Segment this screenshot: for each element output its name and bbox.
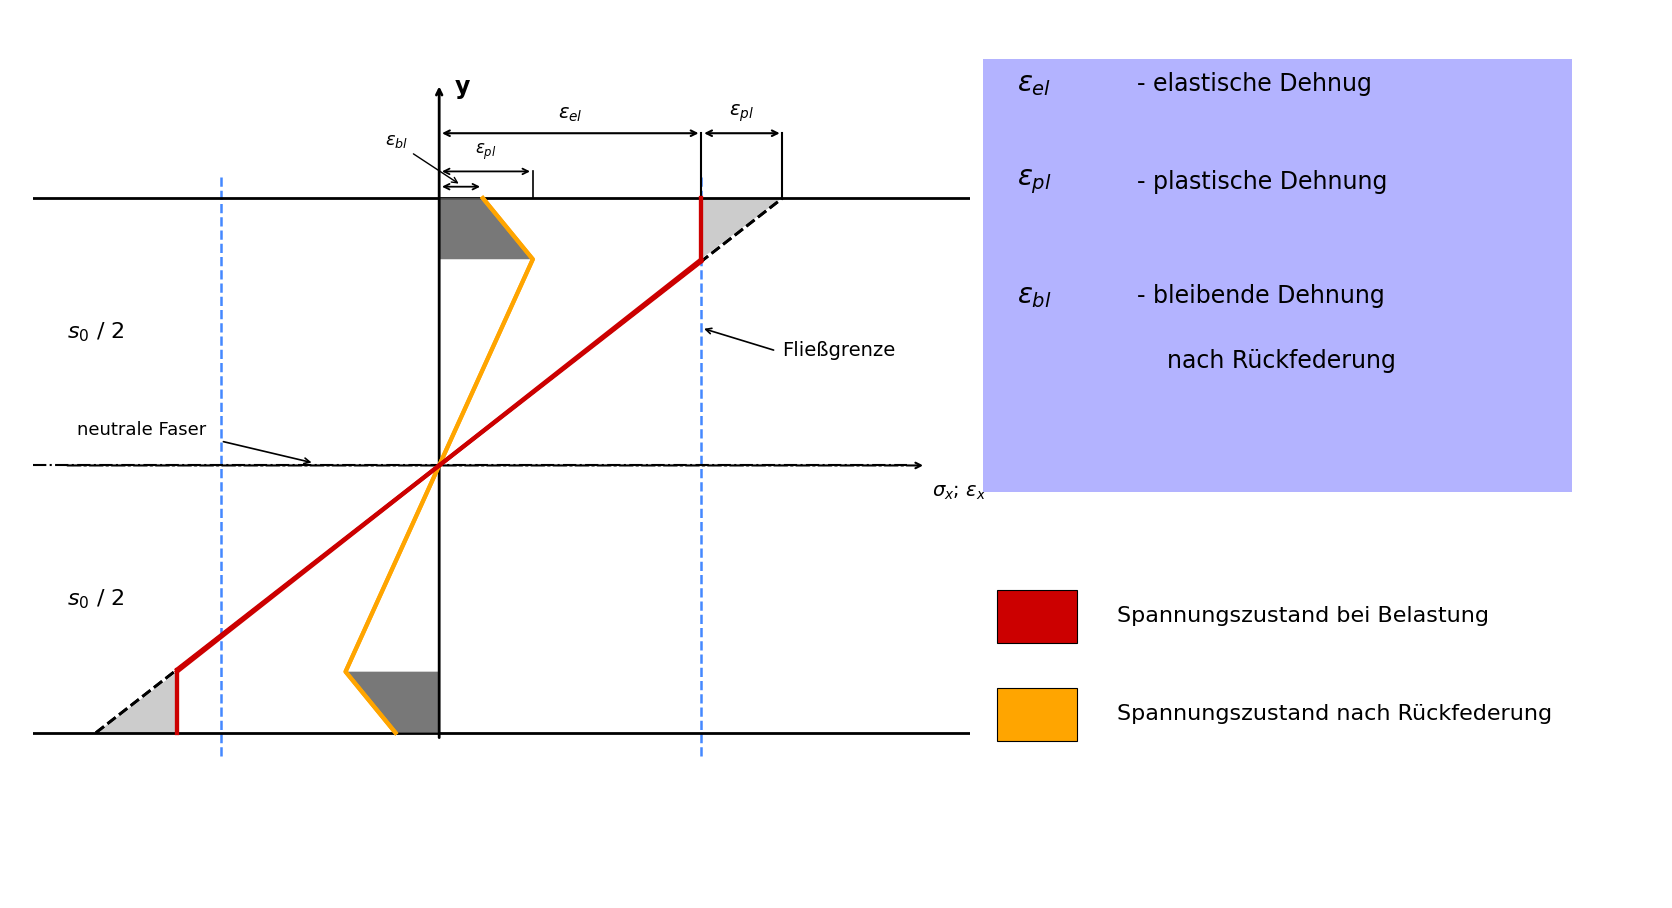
Polygon shape bbox=[95, 672, 177, 733]
Polygon shape bbox=[701, 198, 782, 260]
Bar bbox=[997, 590, 1077, 643]
Text: y: y bbox=[455, 75, 470, 99]
Text: - elastische Dehnug: - elastische Dehnug bbox=[1137, 72, 1371, 95]
Text: - bleibende Dehnung: - bleibende Dehnung bbox=[1137, 284, 1384, 308]
Text: $s_0$ / 2: $s_0$ / 2 bbox=[67, 320, 125, 343]
Text: $\varepsilon_{bl}$: $\varepsilon_{bl}$ bbox=[1017, 282, 1052, 310]
Text: $\sigma_x$; $\varepsilon_x$: $\sigma_x$; $\varepsilon_x$ bbox=[933, 483, 986, 502]
Text: $\varepsilon_{pl}$: $\varepsilon_{pl}$ bbox=[1017, 167, 1052, 196]
Text: Spannungszustand nach Rückfederung: Spannungszustand nach Rückfederung bbox=[1117, 705, 1552, 725]
Text: $\varepsilon_{pl}$: $\varepsilon_{pl}$ bbox=[729, 103, 754, 124]
Bar bbox=[997, 688, 1077, 741]
Text: $s_0$ / 2: $s_0$ / 2 bbox=[67, 587, 125, 611]
Text: $\varepsilon_{el}$: $\varepsilon_{el}$ bbox=[1017, 70, 1052, 97]
Polygon shape bbox=[346, 672, 440, 733]
Text: $\varepsilon_{bl}$: $\varepsilon_{bl}$ bbox=[385, 132, 408, 150]
Text: Spannungszustand bei Belastung: Spannungszustand bei Belastung bbox=[1117, 607, 1488, 627]
Bar bbox=[983, 59, 1572, 492]
Text: $\varepsilon_{pl}$: $\varepsilon_{pl}$ bbox=[475, 142, 497, 163]
Text: Fließgrenze: Fließgrenze bbox=[782, 341, 896, 360]
Text: - plastische Dehnung: - plastische Dehnung bbox=[1137, 170, 1388, 193]
Text: nach Rückfederung: nach Rückfederung bbox=[1137, 350, 1396, 373]
Polygon shape bbox=[440, 198, 533, 260]
Text: $\varepsilon_{el}$: $\varepsilon_{el}$ bbox=[558, 105, 582, 124]
Text: neutrale Faser: neutrale Faser bbox=[77, 420, 206, 439]
